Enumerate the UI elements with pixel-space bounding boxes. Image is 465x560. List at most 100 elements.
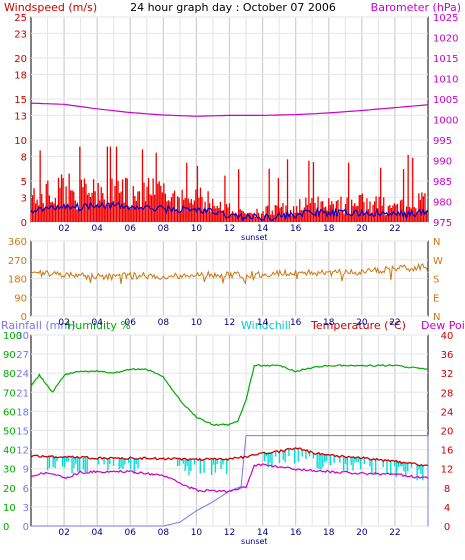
humidity-tick-label: 60 — [3, 407, 16, 418]
rainfall-tick-label: 21 — [16, 388, 29, 399]
barometer-axis-title: Barometer (hPa) — [371, 1, 461, 14]
temperature-panel-x-tick-label: 22 — [389, 528, 400, 538]
wind-panel-x-tick-label: 20 — [356, 224, 368, 234]
windspeed-tick-label: 18 — [14, 70, 27, 81]
wind-panel-x-tick-label: 12 — [224, 224, 235, 234]
temperature-tick-label: 36 — [441, 350, 454, 361]
direction-panel-x-tick-label: 22 — [389, 318, 400, 328]
temperature-panel-x-tick-label: 16 — [290, 528, 302, 538]
rainfall-tick-label: 6 — [23, 484, 29, 495]
barometer-tick-label: 1015 — [433, 54, 458, 65]
dewpoint-line — [30, 463, 429, 494]
barometer-tick-label: 1010 — [433, 75, 458, 86]
windspeed-line — [30, 201, 429, 222]
wind-panel-grid — [47, 17, 412, 222]
windspeed-tick-label: 8 — [21, 152, 27, 163]
humidity-line — [30, 364, 428, 427]
humidity-tick-label: 40 — [3, 446, 16, 457]
direction-panel-x-tick-label: 16 — [290, 318, 302, 328]
rainfall-legend-label: Rainfall (mm) — [1, 319, 75, 332]
barometer-tick-label: 985 — [433, 177, 452, 188]
rainfall-tick-label: 3 — [23, 503, 29, 514]
compass-label: E — [433, 293, 439, 304]
temperature-tick-label: 24 — [441, 407, 454, 418]
wind-panel-x-tick-label: 16 — [290, 224, 302, 234]
direction-panel-x-tick-label: 20 — [356, 318, 368, 328]
humidity-tick-label: 30 — [3, 465, 16, 476]
temperature-panel-x-tick-label: 06 — [125, 528, 137, 538]
windspeed-tick-label: 0 — [21, 218, 27, 229]
barometer-tick-label: 990 — [433, 157, 452, 168]
humidity-tick-label: 80 — [3, 369, 16, 380]
direction-tick-label: 90 — [14, 293, 27, 304]
barometer-tick-label: 995 — [433, 136, 452, 147]
temperature-tick-label: 40 — [441, 331, 454, 342]
direction-tick-label: 360 — [8, 237, 27, 248]
temperature-panel-x-tick-label: 18 — [323, 528, 335, 538]
direction-tick-label: 0 — [21, 312, 27, 323]
plot-layer: 0358101315182023259759809859909951000100… — [3, 13, 458, 546]
humidity-tick-label: 0 — [3, 522, 9, 533]
compass-label: N — [433, 312, 440, 323]
direction-panel-x-tick-label: 02 — [58, 318, 69, 328]
temperature-panel-x-tick-label: 04 — [91, 528, 103, 538]
direction-tick-label: 180 — [8, 275, 27, 286]
wind-panel-x-tick-label: 02 — [58, 224, 69, 234]
temperature-tick-label: 28 — [441, 388, 454, 399]
wind-panel-x-tick-label: 04 — [91, 224, 103, 234]
compass-label: S — [433, 275, 439, 286]
wind-panel-x-tick-label: 14 — [257, 224, 269, 234]
wind-panel-x-tick-label: 18 — [323, 224, 335, 234]
humidity-legend-label: Humidity % — [67, 319, 131, 332]
rainfall-tick-label: 0 — [23, 522, 29, 533]
rainfall-tick-label: 27 — [16, 350, 29, 361]
humidity-tick-label: 10 — [3, 503, 16, 514]
direction-panel-x-tick-label: 12 — [224, 318, 235, 328]
wind-panel-x-tick-label: 10 — [191, 224, 203, 234]
temperature-panel-sunset-label: sunset — [241, 537, 268, 546]
barometer-line — [30, 102, 429, 117]
windspeed-tick-label: 3 — [21, 193, 27, 204]
humidity-tick-label: 20 — [3, 484, 16, 495]
barometer-tick-label: 1025 — [433, 13, 458, 24]
dewpoint-legend-label: Dew Point — [421, 319, 465, 332]
temperature-tick-label: 12 — [441, 465, 454, 476]
temperature-tick-label: 8 — [444, 484, 450, 495]
windchill-legend-label: Windchill — [241, 319, 291, 332]
windspeed-tick-label: 23 — [14, 29, 27, 40]
windspeed-tick-label: 5 — [21, 177, 27, 188]
temperature-line — [30, 447, 429, 467]
rainfall-tick-label: 18 — [16, 407, 29, 418]
rainfall-tick-label: 15 — [16, 427, 29, 438]
barometer-tick-label: 975 — [433, 218, 452, 229]
direction-panel-x-tick-label: 10 — [191, 318, 203, 328]
humidity-tick-label: 70 — [3, 388, 16, 399]
wind-panel-sunset-label: sunset — [241, 233, 268, 242]
wind-panel-x-tick-label: 22 — [389, 224, 400, 234]
temperature-panel-x-tick-label: 08 — [158, 528, 170, 538]
barometer-tick-label: 1020 — [433, 34, 458, 45]
temperature-tick-label: 32 — [441, 369, 454, 380]
direction-panel-x-tick-label: 04 — [91, 318, 103, 328]
rainfall-tick-label: 24 — [16, 369, 29, 380]
direction-panel-x-tick-label: 08 — [158, 318, 170, 328]
wind-panel-x-tick-label: 06 — [125, 224, 137, 234]
direction-panel-x-tick-label: 18 — [323, 318, 335, 328]
barometer-tick-label: 980 — [433, 198, 452, 209]
graph-title: 24 hour graph day : October 07 2006 — [130, 1, 336, 14]
rainfall-tick-label: 9 — [23, 465, 29, 476]
temperature-tick-label: 20 — [441, 427, 454, 438]
temperature-panel-x-tick-label: 14 — [257, 528, 269, 538]
compass-label: W — [433, 256, 443, 267]
windspeed-axis-title: Windspeed (m/s) — [4, 1, 97, 14]
barometer-tick-label: 1005 — [433, 95, 458, 106]
windspeed-tick-label: 13 — [14, 111, 27, 122]
humidity-tick-label: 50 — [3, 427, 16, 438]
temperature-tick-label: 16 — [441, 446, 454, 457]
temperature-panel-x-tick-label: 12 — [224, 528, 235, 538]
temperature-tick-label: 4 — [444, 503, 450, 514]
temperature-panel-x-tick-label: 10 — [191, 528, 203, 538]
temperature-panel-x-tick-label: 02 — [58, 528, 69, 538]
